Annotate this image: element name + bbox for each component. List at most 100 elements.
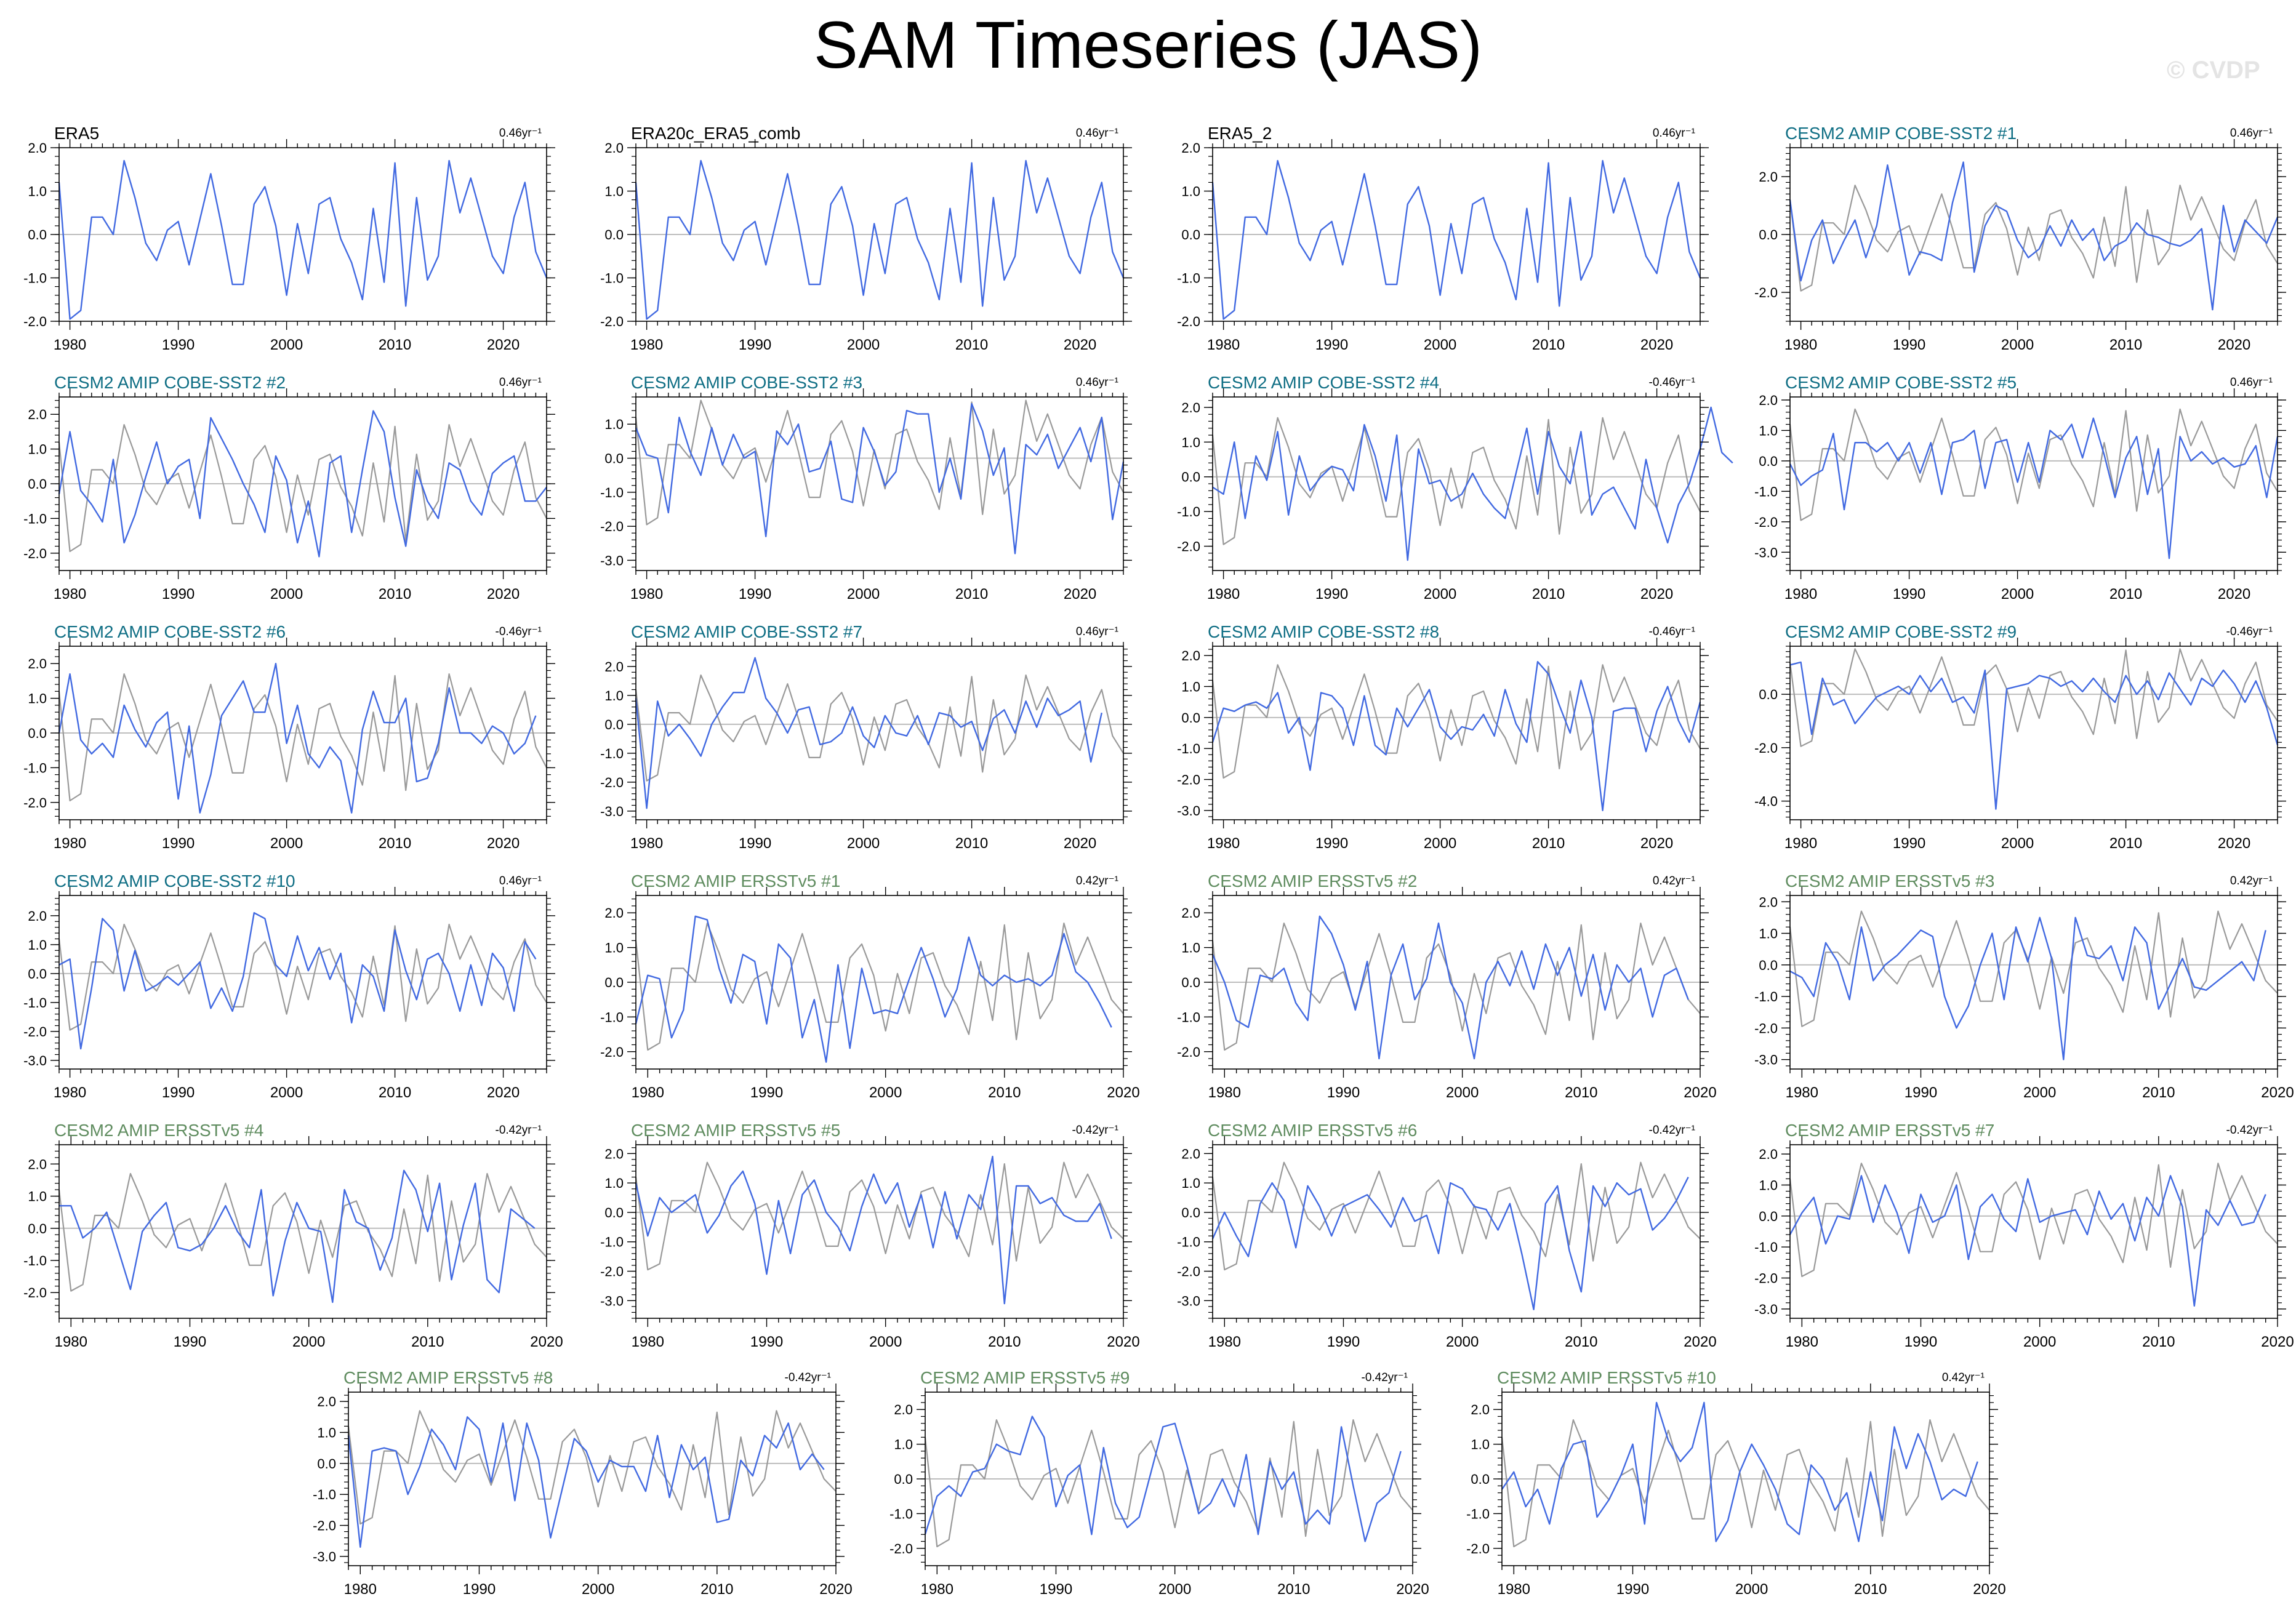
panel-title: ERA20c_ERA5_comb [631, 124, 800, 143]
x-tick-label: 2000 [270, 1084, 303, 1101]
y-tick-label: 1.0 [1181, 1175, 1200, 1191]
plot-frame [1212, 1144, 1701, 1319]
y-tick-label: -2.0 [1466, 1541, 1490, 1556]
x-tick-label: 2020 [487, 1084, 520, 1101]
panel-title: CESM2 AMIP COBE-SST2 #2 [54, 373, 286, 392]
panel-title: CESM2 AMIP ERSSTv5 #5 [631, 1121, 840, 1140]
y-tick-label: -2.0 [1754, 1020, 1778, 1036]
x-tick-label: 2000 [1735, 1581, 1768, 1598]
y-tick-label: -2.0 [889, 1541, 913, 1556]
y-tick-label: 0.0 [1759, 958, 1778, 973]
obs-series-line [58, 673, 547, 802]
model-series-line [635, 1155, 1112, 1305]
x-tick-label: 2020 [1107, 1084, 1139, 1101]
y-tick-label: -2.0 [23, 1285, 47, 1300]
sam-panel: CESM2 AMIP COBE-SST2 #10 0.46yr⁻¹ 1980 1990… [23, 871, 555, 1101]
x-tick-label: 2020 [1684, 1084, 1716, 1101]
y-tick-label: 2.0 [28, 140, 47, 156]
x-tick-label: 1990 [1315, 835, 1348, 852]
x-tick-label: 2000 [2001, 586, 2034, 603]
x-tick-label: 2020 [487, 337, 520, 353]
x-tick-label: 2000 [270, 835, 303, 852]
y-tick-label: -1.0 [889, 1506, 913, 1521]
x-tick-label: 2020 [819, 1581, 852, 1598]
x-tick-label: 2010 [2142, 1334, 2175, 1350]
y-tick-label: 2.0 [28, 656, 47, 671]
y-tick-label: 0.0 [1759, 1209, 1778, 1224]
y-tick-label: 0.0 [604, 1205, 624, 1220]
model-series-line [1789, 661, 2279, 810]
obs-series-line [347, 1410, 837, 1525]
x-tick-label: 2000 [1158, 1581, 1191, 1598]
x-tick-label: 1980 [1207, 835, 1240, 852]
panel-title: CESM2 AMIP ERSSTv5 #9 [920, 1368, 1130, 1387]
model-series-line [1789, 417, 2279, 559]
x-tick-label: 2010 [700, 1581, 733, 1598]
y-tick-label: 2.0 [604, 659, 624, 675]
y-tick-label: -3.0 [1177, 803, 1200, 819]
x-tick-label: 1980 [1784, 835, 1817, 852]
trend-label: 0.46yr⁻¹ [1076, 625, 1118, 638]
y-tick-label: -3.0 [1177, 1293, 1200, 1308]
y-tick-label: -2.0 [1754, 740, 1778, 756]
x-tick-label: 2010 [2109, 337, 2142, 353]
y-tick-label: 0.0 [604, 451, 624, 467]
x-tick-label: 2000 [847, 835, 880, 852]
panel-title: CESM2 AMIP COBE-SST2 #9 [1785, 622, 2017, 641]
y-tick-label: 2.0 [604, 905, 624, 921]
x-tick-label: 2010 [2109, 835, 2142, 852]
x-tick-label: 2010 [1277, 1581, 1310, 1598]
y-tick-label: 0.0 [28, 966, 47, 982]
y-tick-label: 0.0 [1181, 227, 1200, 242]
x-tick-label: 1980 [630, 835, 663, 852]
watermark: © CVDP [2167, 57, 2260, 84]
x-tick-label: 2010 [1532, 586, 1565, 603]
obs-series-line [58, 423, 547, 553]
obs-series-line [58, 923, 547, 1031]
trend-label: 0.46yr⁻¹ [499, 127, 542, 140]
model-series-line [59, 1169, 536, 1304]
x-tick-label: 1980 [344, 1581, 377, 1598]
y-tick-label: 1.0 [1181, 184, 1200, 199]
panel-title: CESM2 AMIP ERSSTv5 #6 [1208, 1121, 1417, 1140]
x-tick-label: 2000 [847, 337, 880, 353]
y-tick-label: -1.0 [1754, 989, 1778, 1004]
trend-label: 0.46yr⁻¹ [1076, 376, 1118, 389]
x-tick-label: 2000 [2023, 1334, 2056, 1350]
y-tick-label: -2.0 [313, 1518, 336, 1534]
plot-frame [58, 1144, 547, 1319]
y-tick-label: -1.0 [23, 995, 47, 1011]
plot-frame [1212, 646, 1701, 820]
y-tick-label: -2.0 [600, 775, 624, 790]
x-tick-label: 1990 [1905, 1084, 1937, 1101]
model-series-line [635, 915, 1112, 1063]
y-tick-label: 1.0 [1181, 940, 1200, 956]
y-tick-label: 0.0 [604, 227, 624, 242]
panel-title: CESM2 AMIP ERSSTv5 #10 [1497, 1368, 1716, 1387]
x-tick-label: 1980 [1207, 586, 1240, 603]
x-tick-label: 2000 [2023, 1084, 2056, 1101]
trend-label: -0.46yr⁻¹ [496, 625, 542, 638]
trend-label: 0.46yr⁻¹ [2230, 376, 2273, 389]
sam-panel: CESM2 AMIP COBE-SST2 #4 -0.46yr⁻¹ 1980 1990… [1177, 373, 1733, 603]
sam-panel: CESM2 AMIP COBE-SST2 #7 0.46yr⁻¹ 1980 1990 2… [600, 622, 1132, 852]
sam-panel: CESM2 AMIP ERSSTv5 #4 -0.42yr⁻¹ 1980 1990 20… [23, 1121, 563, 1350]
model-series-line [924, 1416, 1402, 1542]
x-tick-label: 1990 [162, 1084, 195, 1101]
x-tick-label: 2000 [270, 586, 303, 603]
panel-title: CESM2 AMIP COBE-SST2 #6 [54, 622, 286, 641]
obs-series-line [1789, 910, 2278, 1027]
model-series-line [1212, 406, 1733, 561]
y-tick-label: -1.0 [1177, 504, 1200, 519]
y-tick-label: -2.0 [1177, 1044, 1200, 1060]
y-tick-label: 0.0 [1759, 687, 1778, 702]
y-tick-label: 2.0 [1759, 1147, 1778, 1162]
obs-series-line [1211, 417, 1701, 545]
y-tick-label: 1.0 [894, 1437, 913, 1452]
x-tick-label: 2000 [2001, 337, 2034, 353]
y-tick-label: -1.0 [600, 271, 624, 286]
x-tick-label: 1990 [1905, 1334, 1937, 1350]
plot-frame [58, 895, 547, 1070]
x-tick-label: 2020 [1684, 1334, 1716, 1350]
x-tick-label: 1990 [1327, 1084, 1360, 1101]
